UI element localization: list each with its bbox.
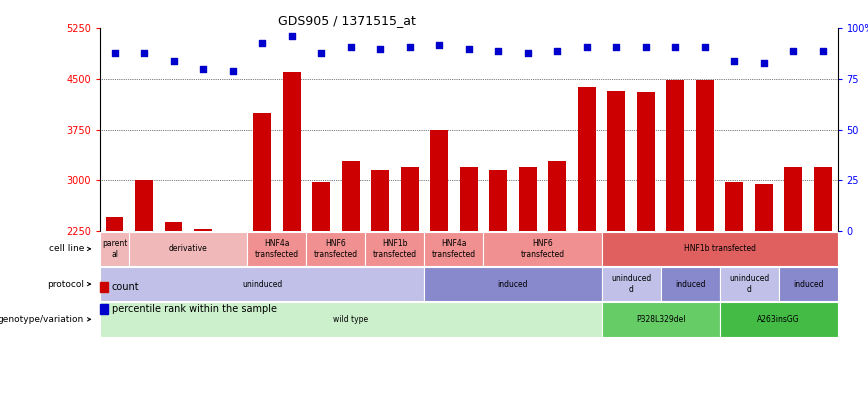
- Point: [727, 58, 741, 64]
- Bar: [312, 181, 330, 231]
- Bar: [755, 183, 773, 231]
- Text: induced: induced: [674, 279, 706, 289]
- Text: A263insGG: A263insGG: [757, 315, 800, 324]
- Bar: [165, 222, 182, 231]
- Text: P328L329del: P328L329del: [635, 315, 686, 324]
- Bar: [460, 167, 477, 231]
- Bar: [253, 113, 271, 231]
- Bar: [135, 180, 153, 231]
- Text: wild type: wild type: [333, 315, 368, 324]
- Point: [580, 43, 594, 50]
- Bar: [342, 161, 359, 231]
- Bar: [519, 167, 536, 231]
- Point: [285, 33, 299, 40]
- Point: [491, 47, 505, 54]
- Point: [668, 43, 682, 50]
- Bar: [194, 229, 212, 231]
- Text: uninduced
d: uninduced d: [729, 275, 769, 294]
- Point: [816, 47, 830, 54]
- Text: uninduced
d: uninduced d: [611, 275, 651, 294]
- Point: [786, 47, 800, 54]
- Point: [314, 49, 328, 56]
- Text: parent
al: parent al: [102, 239, 128, 258]
- Bar: [608, 91, 625, 231]
- Point: [462, 45, 476, 52]
- Text: HNF4a
transfected: HNF4a transfected: [255, 239, 299, 258]
- Point: [167, 58, 181, 64]
- Text: protocol: protocol: [47, 279, 84, 289]
- Point: [432, 41, 446, 48]
- Bar: [785, 167, 802, 231]
- Text: HNF6
transfected: HNF6 transfected: [521, 239, 564, 258]
- Bar: [726, 181, 743, 231]
- Text: HNF1b transfected: HNF1b transfected: [684, 244, 755, 254]
- Text: count: count: [112, 281, 140, 292]
- Bar: [100, 282, 108, 292]
- Text: derivative: derivative: [169, 244, 207, 254]
- Point: [521, 49, 535, 56]
- Point: [698, 43, 712, 50]
- Point: [344, 43, 358, 50]
- Point: [609, 43, 623, 50]
- Text: induced: induced: [792, 279, 824, 289]
- Text: induced: induced: [497, 279, 529, 289]
- Text: HNF4a
transfected: HNF4a transfected: [432, 239, 476, 258]
- Bar: [100, 305, 108, 314]
- Bar: [372, 170, 389, 231]
- Text: GDS905 / 1371515_at: GDS905 / 1371515_at: [279, 14, 416, 27]
- Bar: [578, 87, 595, 231]
- Bar: [667, 80, 684, 231]
- Point: [108, 49, 122, 56]
- Bar: [283, 72, 300, 231]
- Bar: [696, 80, 713, 231]
- Point: [639, 43, 653, 50]
- Point: [196, 66, 210, 72]
- Text: genotype/variation: genotype/variation: [0, 315, 84, 324]
- Bar: [106, 217, 123, 231]
- Point: [550, 47, 564, 54]
- Bar: [431, 130, 448, 231]
- Text: percentile rank within the sample: percentile rank within the sample: [112, 304, 277, 314]
- Bar: [814, 167, 832, 231]
- Bar: [401, 167, 418, 231]
- Point: [137, 49, 151, 56]
- Point: [403, 43, 417, 50]
- Point: [757, 60, 771, 66]
- Text: uninduced: uninduced: [242, 279, 282, 289]
- Bar: [637, 92, 654, 231]
- Point: [373, 45, 387, 52]
- Bar: [490, 170, 507, 231]
- Point: [255, 39, 269, 46]
- Text: HNF6
transfected: HNF6 transfected: [314, 239, 358, 258]
- Point: [226, 68, 240, 74]
- Text: cell line: cell line: [49, 244, 84, 254]
- Text: HNF1b
transfected: HNF1b transfected: [373, 239, 417, 258]
- Bar: [549, 161, 566, 231]
